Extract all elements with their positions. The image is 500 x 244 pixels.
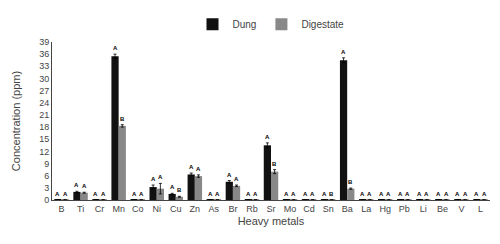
svg-text:A: A [101, 191, 106, 197]
svg-text:A: A [158, 174, 163, 180]
svg-text:A: A [215, 191, 220, 197]
svg-text:A: A [151, 176, 156, 182]
svg-text:Mo: Mo [284, 204, 297, 214]
svg-text:B: B [120, 116, 125, 122]
svg-text:A: A [93, 191, 98, 197]
svg-text:12: 12 [39, 147, 49, 157]
svg-text:A: A [253, 191, 258, 197]
svg-text:A: A [265, 134, 270, 140]
svg-text:Br: Br [228, 204, 237, 214]
svg-text:A: A [341, 49, 346, 55]
svg-text:A: A [208, 191, 213, 197]
svg-text:39: 39 [39, 37, 49, 47]
svg-text:Ni: Ni [152, 204, 161, 214]
svg-text:B: B [348, 179, 353, 185]
svg-text:Cd: Cd [303, 204, 315, 214]
svg-text:B: B [272, 161, 277, 167]
svg-text:A: A [405, 191, 410, 197]
svg-text:3: 3 [44, 183, 49, 193]
svg-text:A: A [113, 45, 118, 51]
svg-text:A: A [189, 164, 194, 170]
svg-text:15: 15 [39, 134, 49, 144]
svg-text:B: B [329, 191, 334, 197]
svg-text:24: 24 [39, 98, 49, 108]
svg-text:Co: Co [132, 204, 144, 214]
svg-text:A: A [291, 191, 296, 197]
svg-text:27: 27 [39, 86, 49, 96]
svg-text:B: B [177, 187, 182, 193]
svg-text:A: A [63, 191, 68, 197]
svg-text:Sn: Sn [323, 204, 334, 214]
svg-text:Concentration (ppm): Concentration (ppm) [10, 71, 22, 171]
svg-text:Mn: Mn [112, 204, 125, 214]
svg-text:B: B [59, 204, 65, 214]
svg-text:A: A [227, 172, 232, 178]
svg-text:A: A [379, 191, 384, 197]
svg-text:A: A [234, 176, 239, 182]
svg-text:Heavy metals: Heavy metals [238, 215, 305, 227]
svg-text:Hg: Hg [380, 204, 392, 214]
svg-text:Digestate: Digestate [301, 19, 344, 30]
svg-text:Ba: Ba [342, 204, 353, 214]
svg-text:21: 21 [39, 110, 49, 120]
svg-text:Ti: Ti [77, 204, 84, 214]
svg-text:A: A [196, 166, 201, 172]
svg-text:Cu: Cu [170, 204, 182, 214]
svg-text:36: 36 [39, 49, 49, 59]
svg-text:9: 9 [44, 159, 49, 169]
svg-text:Zn: Zn [190, 204, 201, 214]
svg-text:Rb: Rb [246, 204, 258, 214]
svg-text:A: A [474, 191, 479, 197]
svg-text:A: A [436, 191, 441, 197]
svg-text:A: A [284, 191, 289, 197]
svg-text:Li: Li [420, 204, 427, 214]
svg-text:A: A [367, 191, 372, 197]
svg-text:Be: Be [437, 204, 448, 214]
svg-text:A: A [463, 191, 468, 197]
svg-text:33: 33 [39, 61, 49, 71]
svg-text:A: A [303, 191, 308, 197]
svg-text:A: A [139, 191, 144, 197]
svg-text:A: A [74, 182, 79, 188]
svg-text:L: L [478, 204, 483, 214]
svg-text:6: 6 [44, 171, 49, 181]
svg-text:A: A [455, 191, 460, 197]
svg-text:A: A [170, 184, 175, 190]
svg-text:A: A [246, 191, 251, 197]
svg-text:A: A [55, 191, 60, 197]
svg-text:A: A [417, 191, 422, 197]
svg-text:Dung: Dung [233, 19, 257, 30]
svg-text:A: A [132, 191, 137, 197]
svg-text:Cr: Cr [95, 204, 105, 214]
svg-text:A: A [322, 191, 327, 197]
svg-text:A: A [424, 191, 429, 197]
svg-text:A: A [82, 183, 87, 189]
svg-text:0: 0 [44, 195, 49, 205]
svg-text:Pb: Pb [399, 204, 410, 214]
svg-text:A: A [398, 191, 403, 197]
svg-text:A: A [386, 191, 391, 197]
svg-text:18: 18 [39, 122, 49, 132]
svg-text:Sr: Sr [267, 204, 276, 214]
svg-text:As: As [209, 204, 220, 214]
svg-text:A: A [482, 191, 487, 197]
svg-text:A: A [444, 191, 449, 197]
svg-text:A: A [310, 191, 315, 197]
svg-text:La: La [361, 204, 371, 214]
svg-text:A: A [360, 191, 365, 197]
svg-text:30: 30 [39, 74, 49, 84]
svg-text:V: V [458, 204, 464, 214]
